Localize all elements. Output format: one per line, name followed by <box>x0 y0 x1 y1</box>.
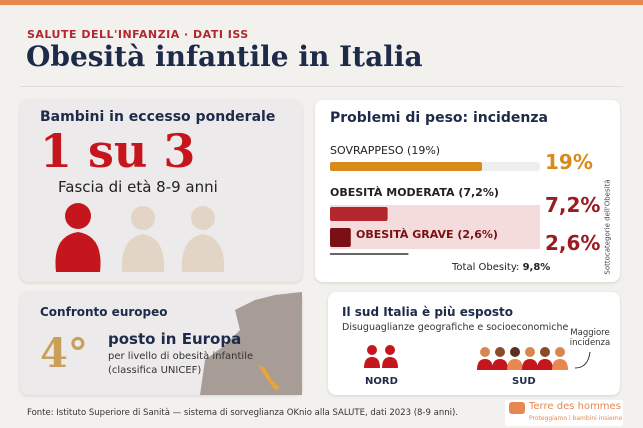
south-subtitle: Disuguaglianze geografiche e socioeconom… <box>342 322 569 333</box>
europe-detail: per livello di obesità infantile <box>108 351 254 362</box>
bar <box>330 228 351 247</box>
footer-source: Fonte: Istituto Superiore di Sanità — si… <box>27 408 458 418</box>
top-band <box>0 0 643 5</box>
child-icon-highlight <box>55 203 101 272</box>
europe-rank: 4° <box>40 330 88 377</box>
south-card <box>328 292 620 395</box>
total-label: Total Obesity: <box>452 262 520 273</box>
europe-source: (classifica UNICEF) <box>108 365 202 376</box>
item-value: 19% <box>545 150 593 174</box>
logo-mark <box>509 402 525 414</box>
europe-rank-text: posto in Europa <box>108 330 242 348</box>
item-label: SOVRAPPESO (19%) <box>330 144 441 157</box>
south-note: Maggiore incidenza <box>569 328 611 348</box>
item-value: 7,2% <box>545 193 601 217</box>
side-note: Sottocategorie dell'Obesità <box>603 179 612 275</box>
excess-ratio: 1 su 3 <box>40 124 196 178</box>
child-icon <box>121 206 225 272</box>
bar <box>330 162 482 171</box>
excess-title: Bambini in eccesso ponderale <box>40 109 276 125</box>
europe-title: Confronto europeo <box>40 305 168 319</box>
total-value: 9,8% <box>522 262 551 273</box>
item-label: OBESITÀ MODERATA (7,2%) <box>330 186 499 199</box>
divider <box>20 86 623 87</box>
total: Total Obesity: 9,8% <box>452 262 550 273</box>
europe-map <box>200 292 302 395</box>
bar <box>330 207 388 221</box>
item-label: OBESITÀ GRAVE (2,6%) <box>356 228 498 241</box>
title: Obesità infantile in Italia <box>26 40 423 73</box>
south-title: Il sud Italia è più esposto <box>342 305 513 319</box>
north-label: NORD <box>365 376 398 387</box>
excess-age: Fascia di età 8-9 anni <box>58 178 218 196</box>
south-label: SUD <box>512 376 536 387</box>
north-children <box>364 345 398 368</box>
arrow <box>574 351 591 369</box>
italy-map <box>258 365 280 390</box>
incidence-card <box>315 100 620 282</box>
south-children <box>477 347 568 370</box>
kicker: SALUTE DELL'INFANZIA · DATI ISS <box>27 28 249 41</box>
logo-text: Terre des hommes <box>529 401 621 412</box>
item-value: 2,6% <box>545 231 601 255</box>
logo: Terre des hommes Proteggiamo i bambini i… <box>505 400 623 426</box>
incidence-title: Problemi di peso: incidenza <box>330 110 548 126</box>
logo-tagline: Proteggiamo i bambini insieme <box>529 415 623 422</box>
